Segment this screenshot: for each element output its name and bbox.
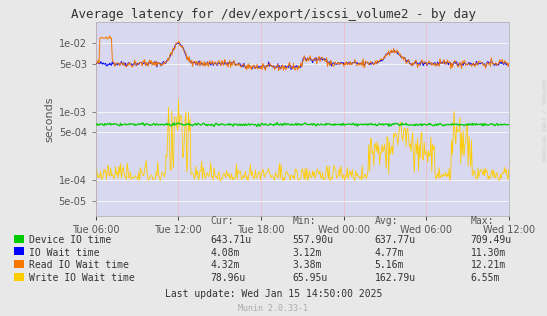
Text: Read IO Wait time: Read IO Wait time — [29, 260, 129, 270]
Text: 65.95u: 65.95u — [293, 273, 328, 283]
Text: Write IO Wait time: Write IO Wait time — [29, 273, 135, 283]
Text: 6.55m: 6.55m — [470, 273, 500, 283]
Text: 12.21m: 12.21m — [470, 260, 505, 270]
Text: Munin 2.0.33-1: Munin 2.0.33-1 — [238, 304, 309, 313]
Text: 637.77u: 637.77u — [375, 235, 416, 245]
Text: 557.90u: 557.90u — [293, 235, 334, 245]
Y-axis label: seconds: seconds — [44, 97, 54, 142]
Text: Device IO time: Device IO time — [29, 235, 111, 245]
Text: Cur:: Cur: — [211, 216, 234, 226]
Text: Last update: Wed Jan 15 14:50:00 2025: Last update: Wed Jan 15 14:50:00 2025 — [165, 289, 382, 299]
Text: 5.16m: 5.16m — [375, 260, 404, 270]
Text: 3.12m: 3.12m — [293, 248, 322, 258]
Text: 4.77m: 4.77m — [375, 248, 404, 258]
Text: Avg:: Avg: — [375, 216, 398, 226]
Text: 78.96u: 78.96u — [211, 273, 246, 283]
Text: RRDTOOL / TOBI OETIKER: RRDTOOL / TOBI OETIKER — [541, 79, 546, 161]
Text: 11.30m: 11.30m — [470, 248, 505, 258]
Text: Min:: Min: — [293, 216, 316, 226]
Text: Average latency for /dev/export/iscsi_volume2 - by day: Average latency for /dev/export/iscsi_vo… — [71, 8, 476, 21]
Text: IO Wait time: IO Wait time — [29, 248, 100, 258]
Text: 3.38m: 3.38m — [293, 260, 322, 270]
Text: 709.49u: 709.49u — [470, 235, 511, 245]
Text: 162.79u: 162.79u — [375, 273, 416, 283]
Text: Max:: Max: — [470, 216, 494, 226]
Text: 643.71u: 643.71u — [211, 235, 252, 245]
Text: 4.08m: 4.08m — [211, 248, 240, 258]
Text: 4.32m: 4.32m — [211, 260, 240, 270]
